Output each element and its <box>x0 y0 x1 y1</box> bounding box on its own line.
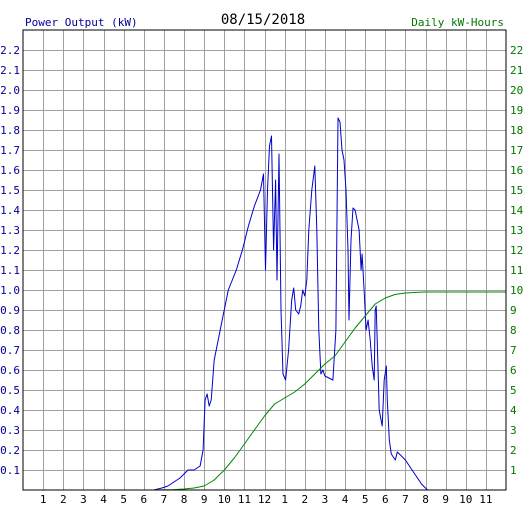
power-output-line <box>153 117 428 491</box>
plot-frame <box>22 29 507 491</box>
y-right-tick-label: 2 <box>510 444 517 457</box>
y-left-tick-label: 0.1 <box>0 464 20 477</box>
x-tick-label: 3 <box>80 493 87 506</box>
y-left-tick-label: 1.0 <box>0 284 20 297</box>
left-axis-label: Power Output (kW) <box>25 16 138 29</box>
x-tick-label: 7 <box>161 493 168 506</box>
y-right-tick-label: 1 <box>510 464 517 477</box>
y-left-tick-label: 2.2 <box>0 44 20 57</box>
x-tick-label: 9 <box>442 493 449 506</box>
tick-labels: 1 2 3 4 5 6 7 8 9 10 11 12 1 2 3 4 5 6 7 8 9 10 110.10.20.30.4… <box>0 44 523 506</box>
y-left-tick-label: 0.3 <box>0 424 20 437</box>
x-tick-label: 4 <box>342 493 349 506</box>
x-tick-label: 1 <box>281 493 288 506</box>
x-tick-label: 9 <box>201 493 208 506</box>
grid <box>23 30 506 490</box>
y-left-tick-label: 1.6 <box>0 164 20 177</box>
y-left-tick-label: 1.2 <box>0 244 20 257</box>
y-right-tick-label: 16 <box>510 164 523 177</box>
y-right-tick-label: 12 <box>510 244 523 257</box>
y-left-tick-label: 2.0 <box>0 84 20 97</box>
y-left-tick-label: 0.5 <box>0 384 20 397</box>
y-right-tick-label: 15 <box>510 184 523 197</box>
x-tick-label: 3 <box>322 493 329 506</box>
y-left-tick-label: 1.8 <box>0 124 20 137</box>
y-left-tick-label: 0.6 <box>0 364 20 377</box>
y-right-tick-label: 10 <box>510 284 523 297</box>
y-right-tick-label: 6 <box>510 364 517 377</box>
y-left-tick-label: 1.9 <box>0 104 20 117</box>
y-right-tick-label: 9 <box>510 304 517 317</box>
y-right-tick-label: 22 <box>510 44 523 57</box>
x-tick-label: 10 <box>459 493 472 506</box>
y-left-tick-label: 1.5 <box>0 184 20 197</box>
y-left-tick-label: 0.7 <box>0 344 20 357</box>
x-tick-label: 2 <box>60 493 67 506</box>
chart-title: 08/15/2018 <box>221 12 305 28</box>
daily-kwh-line <box>153 291 506 491</box>
y-right-tick-label: 4 <box>510 404 517 417</box>
x-tick-label: 5 <box>362 493 369 506</box>
y-left-tick-label: 0.4 <box>0 404 20 417</box>
y-right-tick-label: 20 <box>510 84 523 97</box>
y-left-tick-label: 0.9 <box>0 304 20 317</box>
x-tick-label: 11 <box>238 493 251 506</box>
y-right-tick-label: 3 <box>510 424 517 437</box>
x-tick-label: 11 <box>479 493 492 506</box>
x-tick-label: 7 <box>402 493 409 506</box>
x-tick-label: 1 <box>40 493 47 506</box>
y-right-tick-label: 21 <box>510 64 523 77</box>
y-left-tick-label: 1.1 <box>0 264 20 277</box>
x-tick-label: 10 <box>218 493 231 506</box>
x-tick-label: 5 <box>120 493 127 506</box>
y-left-tick-label: 0.8 <box>0 324 20 337</box>
x-tick-label: 12 <box>258 493 271 506</box>
y-right-tick-label: 18 <box>510 124 523 137</box>
y-right-tick-label: 8 <box>510 324 517 337</box>
x-tick-label: 8 <box>422 493 429 506</box>
y-left-tick-label: 1.3 <box>0 224 20 237</box>
y-right-tick-label: 14 <box>510 204 524 217</box>
y-right-tick-label: 17 <box>510 144 523 157</box>
y-left-tick-label: 2.1 <box>0 64 20 77</box>
y-left-tick-label: 1.7 <box>0 144 20 157</box>
y-right-tick-label: 5 <box>510 384 517 397</box>
x-tick-label: 6 <box>140 493 147 506</box>
y-left-tick-label: 1.4 <box>0 204 20 217</box>
y-right-tick-label: 11 <box>510 264 523 277</box>
x-tick-label: 2 <box>301 493 308 506</box>
right-axis-label: Daily kW-Hours <box>411 16 504 29</box>
series-layer <box>153 117 506 491</box>
y-left-tick-label: 0.2 <box>0 444 20 457</box>
y-right-tick-label: 19 <box>510 104 523 117</box>
x-tick-label: 6 <box>382 493 389 506</box>
x-tick-label: 4 <box>100 493 107 506</box>
x-tick-label: 8 <box>181 493 188 506</box>
y-right-tick-label: 7 <box>510 344 517 357</box>
y-right-tick-label: 13 <box>510 224 523 237</box>
